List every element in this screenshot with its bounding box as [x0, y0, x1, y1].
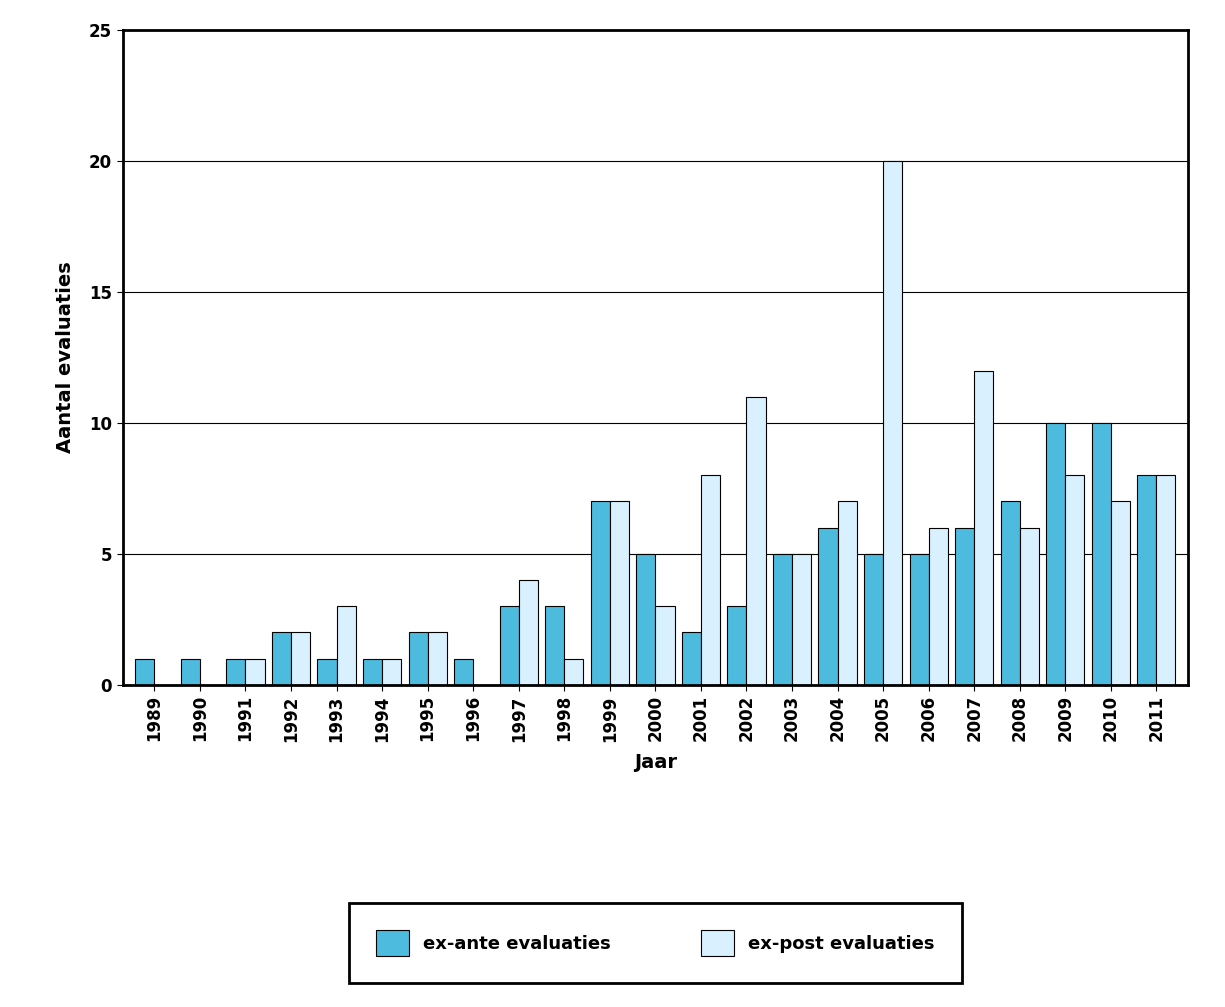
- Bar: [408, 632, 428, 685]
- Bar: [337, 606, 355, 685]
- Bar: [864, 554, 883, 685]
- Bar: [1137, 475, 1156, 685]
- Bar: [317, 659, 337, 685]
- Bar: [454, 659, 473, 685]
- Bar: [909, 554, 929, 685]
- Bar: [181, 659, 200, 685]
- Bar: [838, 501, 856, 685]
- Bar: [590, 501, 610, 685]
- Bar: [518, 580, 538, 685]
- Y-axis label: Aantal evaluaties: Aantal evaluaties: [56, 262, 75, 453]
- Bar: [610, 501, 628, 685]
- Bar: [974, 371, 993, 685]
- Bar: [428, 632, 447, 685]
- Bar: [245, 659, 265, 685]
- Bar: [272, 632, 292, 685]
- Bar: [545, 606, 565, 685]
- Bar: [773, 554, 793, 685]
- Bar: [728, 606, 746, 685]
- Bar: [135, 659, 154, 685]
- Bar: [956, 528, 974, 685]
- Bar: [227, 659, 245, 685]
- Bar: [1091, 423, 1111, 685]
- Bar: [929, 528, 948, 685]
- Bar: [500, 606, 518, 685]
- Bar: [746, 397, 766, 685]
- Bar: [292, 632, 310, 685]
- Bar: [883, 161, 903, 685]
- Bar: [1111, 501, 1129, 685]
- Bar: [793, 554, 811, 685]
- Bar: [565, 659, 583, 685]
- Legend: ex-ante evaluaties, ex-post evaluaties: ex-ante evaluaties, ex-post evaluaties: [349, 903, 962, 983]
- Bar: [1066, 475, 1084, 685]
- Bar: [363, 659, 382, 685]
- Bar: [1046, 423, 1066, 685]
- Bar: [655, 606, 675, 685]
- Bar: [1156, 475, 1176, 685]
- Bar: [818, 528, 838, 685]
- Bar: [382, 659, 402, 685]
- Bar: [1001, 501, 1019, 685]
- X-axis label: Jaar: Jaar: [633, 752, 677, 771]
- Bar: [701, 475, 720, 685]
- Bar: [1019, 528, 1039, 685]
- Bar: [636, 554, 655, 685]
- Bar: [682, 632, 701, 685]
